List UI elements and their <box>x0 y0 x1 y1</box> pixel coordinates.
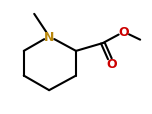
Text: N: N <box>44 31 54 43</box>
Text: O: O <box>107 57 117 70</box>
Text: O: O <box>118 26 129 39</box>
